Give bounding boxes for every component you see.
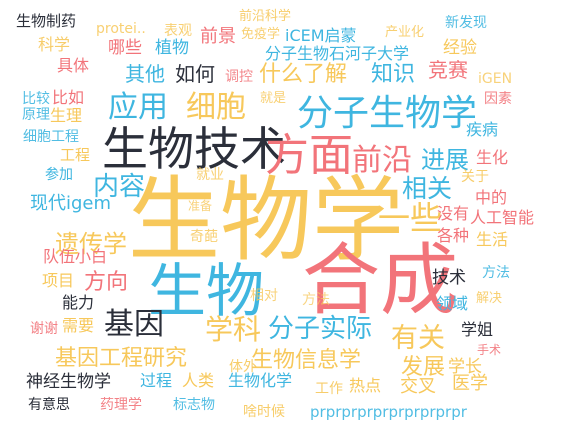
word-cloud-term: 准备 bbox=[188, 199, 213, 213]
word-cloud-term: 调控 bbox=[225, 69, 253, 85]
word-cloud-term: 细胞 bbox=[186, 90, 246, 125]
word-cloud-term: 植物 bbox=[155, 38, 189, 58]
word-cloud-term: 内容 bbox=[93, 172, 146, 202]
word-cloud-term: 生化 bbox=[476, 148, 509, 167]
word-cloud-term: 什么了解 bbox=[259, 62, 348, 87]
word-cloud-term: 人工智能 bbox=[470, 208, 535, 227]
word-cloud-term: 人类 bbox=[182, 371, 215, 390]
word-cloud-term: 疾病 bbox=[466, 120, 499, 139]
word-cloud-term: 学姐 bbox=[461, 320, 494, 339]
word-cloud-term: 生理 bbox=[50, 106, 83, 125]
word-cloud-term: 经验 bbox=[443, 38, 477, 58]
word-cloud-term: 免疫学 bbox=[241, 27, 281, 42]
word-cloud-term: 啥时候 bbox=[243, 404, 285, 420]
word-cloud-term: 学长 bbox=[448, 357, 482, 377]
word-cloud-term: 方法 bbox=[302, 292, 330, 308]
word-cloud-term: 生物信息学 bbox=[251, 348, 362, 373]
word-cloud-term: 进展 bbox=[421, 146, 469, 174]
word-cloud-term: 细胞工程 bbox=[23, 129, 79, 145]
word-cloud-term: 现代igem bbox=[30, 193, 112, 214]
word-cloud-term: 学科 bbox=[205, 313, 262, 346]
word-cloud-term: 解决 bbox=[476, 291, 503, 306]
word-cloud-term: 生物制药 bbox=[16, 12, 77, 30]
word-cloud-term: 方向 bbox=[84, 270, 129, 295]
word-cloud-term: iCEM启蒙 bbox=[285, 26, 357, 45]
word-cloud-term: 关于 bbox=[461, 169, 489, 185]
word-cloud-term: 领域 bbox=[436, 294, 469, 313]
word-cloud-term: 遗传学 bbox=[55, 230, 127, 258]
word-cloud-term: 生物学 bbox=[128, 167, 405, 274]
word-cloud-term: 方法 bbox=[482, 265, 510, 281]
word-cloud-term: 药理学 bbox=[100, 397, 142, 413]
word-cloud-term: 工作 bbox=[315, 381, 343, 397]
word-cloud-term: 生物化学 bbox=[228, 371, 293, 390]
word-cloud-term: 生活 bbox=[476, 230, 509, 249]
word-cloud-term: 参加 bbox=[45, 167, 73, 183]
word-cloud-term: 一些 bbox=[378, 199, 443, 237]
word-cloud-term: 交叉 bbox=[400, 376, 436, 397]
word-cloud-term: 有意思 bbox=[28, 397, 70, 413]
word-cloud-term: 基因工程研究 bbox=[55, 346, 188, 371]
word-cloud-term: 应用 bbox=[108, 90, 168, 125]
word-cloud-term: 前沿 bbox=[352, 143, 412, 178]
word-cloud-term: 各种 bbox=[437, 226, 470, 245]
word-cloud-term: 竞赛 bbox=[428, 58, 468, 82]
word-cloud-term: 分子实际 bbox=[268, 314, 373, 344]
word-cloud-term: 就是 bbox=[260, 91, 287, 106]
word-cloud-term: 神经生物学 bbox=[26, 372, 111, 392]
word-cloud-term: 过程 bbox=[140, 371, 173, 390]
word-cloud-term: 其他 bbox=[125, 62, 165, 86]
word-cloud-term: 谢谢 bbox=[30, 321, 58, 337]
word-cloud-term: 比较 bbox=[22, 91, 50, 107]
word-cloud-term: 产业化 bbox=[385, 25, 425, 40]
word-cloud-term: 队伍小白 bbox=[43, 247, 108, 266]
word-cloud-term: 前景 bbox=[200, 26, 236, 47]
word-cloud-term: 前沿科学 bbox=[239, 9, 292, 24]
word-cloud-term: 如何 bbox=[175, 62, 215, 86]
word-cloud-term: 工程 bbox=[60, 146, 91, 164]
word-cloud-term: 有关 bbox=[391, 323, 445, 354]
word-cloud-term: 项目 bbox=[42, 271, 75, 290]
word-cloud-term: 能力 bbox=[62, 293, 95, 312]
word-cloud-term: 哪些 bbox=[108, 38, 142, 58]
word-cloud-term: 生物技术 bbox=[102, 122, 286, 176]
word-cloud-term: 中的 bbox=[475, 188, 508, 207]
word-cloud-term: 发展 bbox=[401, 355, 446, 380]
word-cloud-term: 具体 bbox=[57, 56, 90, 75]
word-cloud-term: 比如 bbox=[52, 88, 85, 107]
word-cloud-term: 新发现 bbox=[445, 15, 487, 31]
word-cloud-term: 知识 bbox=[371, 62, 416, 87]
word-cloud-term: 合成 bbox=[302, 236, 459, 326]
word-cloud-term: 医学 bbox=[452, 373, 488, 394]
word-cloud-term: 标志物 bbox=[173, 397, 215, 413]
word-cloud-term: 生物 bbox=[148, 257, 265, 325]
word-cloud-term: 热点 bbox=[349, 376, 382, 395]
word-cloud-term: 奇葩 bbox=[190, 229, 218, 245]
word-cloud-term: 就业 bbox=[196, 167, 224, 183]
word-cloud-term: 科学 bbox=[38, 35, 71, 54]
word-cloud-term: 分子生物石河子大学 bbox=[265, 44, 410, 63]
word-cloud-term: 相对 bbox=[250, 288, 278, 304]
word-cloud-term: 分子生物学 bbox=[297, 93, 478, 134]
word-cloud-term: 原理 bbox=[22, 107, 50, 123]
word-cloud-term: 相关 bbox=[402, 174, 453, 203]
word-cloud-term: 需要 bbox=[62, 316, 95, 335]
word-cloud-term: 表观 bbox=[164, 23, 192, 39]
word-cloud-term: 技术 bbox=[432, 268, 466, 288]
word-cloud-term: protei.. bbox=[96, 21, 146, 37]
word-cloud-term: prprprprprprprprprpr bbox=[310, 403, 467, 421]
word-cloud-term: 体外 bbox=[229, 359, 257, 375]
word-cloud-term: 手术 bbox=[477, 343, 502, 357]
word-cloud-term: 方面 bbox=[265, 130, 353, 181]
word-cloud-term: 没有 bbox=[437, 204, 470, 223]
word-cloud-term: 基因 bbox=[104, 307, 164, 342]
word-cloud-term: 因素 bbox=[484, 91, 512, 107]
word-cloud-term: iGEN bbox=[478, 71, 513, 87]
